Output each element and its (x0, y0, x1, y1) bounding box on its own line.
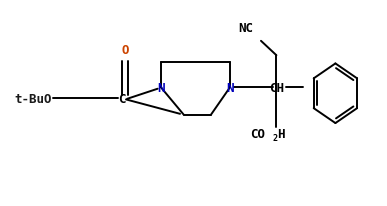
Text: 2: 2 (272, 133, 277, 142)
Text: CH: CH (269, 81, 284, 94)
Text: N: N (157, 81, 164, 94)
Text: NC: NC (238, 22, 253, 35)
Text: H: H (277, 127, 284, 140)
Text: O: O (121, 43, 128, 56)
Text: C: C (118, 92, 126, 105)
Text: t-BuO: t-BuO (15, 92, 52, 105)
Text: CO: CO (250, 127, 265, 140)
Text: N: N (226, 81, 234, 94)
